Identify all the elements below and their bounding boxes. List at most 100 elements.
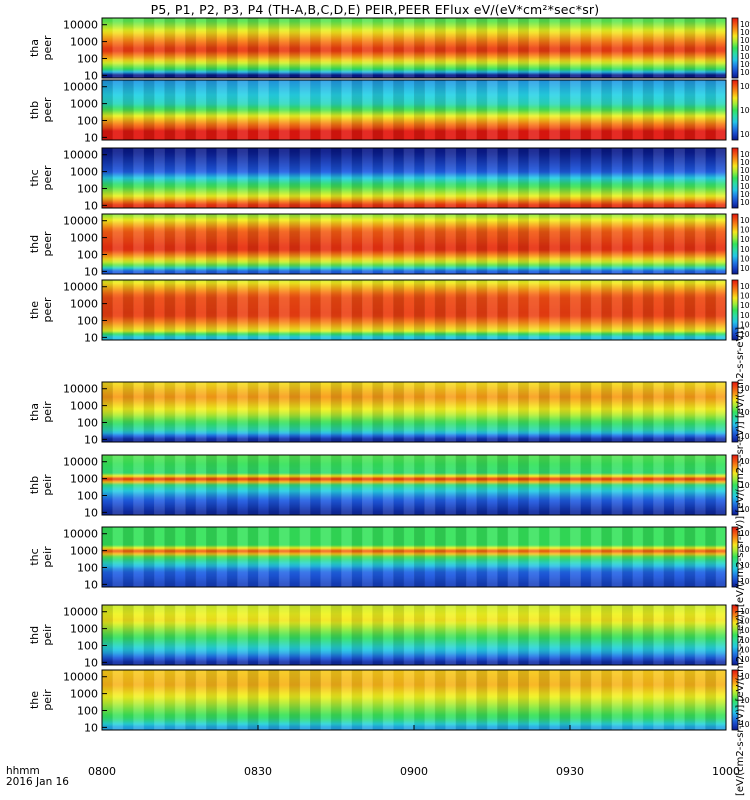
y-tick-label: 100 bbox=[77, 248, 98, 261]
colorbar-tick-label: 10⁷ bbox=[740, 36, 750, 45]
colorbar-tick-label: 10⁶ bbox=[740, 457, 750, 466]
x-tick-label: 0830 bbox=[244, 765, 272, 778]
colorbar-tick-label: 10⁶ bbox=[740, 174, 750, 183]
colorbar-tick-label: 10⁴ bbox=[740, 320, 750, 329]
colorbar bbox=[731, 604, 739, 666]
y-tick-label: 1000 bbox=[70, 545, 98, 558]
colorbar bbox=[731, 381, 739, 443]
x-tick-label: 1000 bbox=[712, 765, 740, 778]
colorbar-tick-label: 10³ bbox=[740, 645, 750, 654]
y-tick-label: 10 bbox=[84, 199, 98, 212]
panel-frame bbox=[101, 604, 727, 666]
colorbar-tick-label: 10⁴ bbox=[740, 408, 750, 417]
colorbar-tick-label: 10³ bbox=[740, 198, 750, 207]
panel-ylabel: tha bbox=[28, 403, 41, 421]
colorbar-tick-label: 10⁶ bbox=[740, 384, 750, 393]
spectrogram-the-peer bbox=[102, 280, 726, 340]
y-tick-label: 10000 bbox=[63, 281, 98, 294]
y-tick-label: 10 bbox=[84, 433, 98, 446]
y-tick-label: 100 bbox=[77, 114, 98, 127]
panel-ylabel: thb bbox=[28, 101, 41, 119]
y-tick-label: 1000 bbox=[70, 688, 98, 701]
colorbar bbox=[731, 669, 739, 731]
colorbar-tick-label: 10⁶ bbox=[740, 235, 750, 244]
y-tick-label: 100 bbox=[77, 416, 98, 429]
panel-ylabel: peir bbox=[41, 689, 54, 711]
panel-ylabel: peer bbox=[41, 35, 54, 61]
panel-ylabel: thd bbox=[28, 235, 41, 253]
panel-ylabel: thb bbox=[28, 476, 41, 494]
colorbar-tick-label: 10⁴ bbox=[740, 561, 750, 570]
colorbar-tick-label: 10⁴ bbox=[740, 636, 750, 645]
spectrogram-thd-peir bbox=[102, 605, 726, 665]
colorbar-tick-label: 10³ bbox=[740, 68, 750, 77]
colorbar-tick-label: 10⁴ bbox=[740, 106, 750, 115]
panel-frame bbox=[101, 17, 727, 79]
colorbar-tick-label: 10⁵ bbox=[740, 626, 750, 635]
y-tick-label: 100 bbox=[77, 182, 98, 195]
x-tick-label: 0930 bbox=[556, 765, 584, 778]
colorbar-tick-label: 10⁸ bbox=[740, 158, 750, 167]
colorbar-tick-label: 10⁷ bbox=[740, 607, 750, 616]
colorbar-tick-label: 10³ bbox=[740, 330, 750, 339]
colorbar-tick-label: 10² bbox=[740, 130, 750, 139]
colorbar-tick-label: 10⁶ bbox=[740, 301, 750, 310]
colorbar-tick-label: 10⁷ bbox=[740, 292, 750, 301]
colorbar-tick-label: 10⁷ bbox=[740, 226, 750, 235]
y-tick-label: 10 bbox=[84, 131, 98, 144]
colorbar bbox=[731, 279, 739, 341]
colorbar bbox=[731, 147, 739, 209]
spectrogram-tha-peer bbox=[102, 18, 726, 78]
colorbar-tick-label: 10³ bbox=[740, 264, 750, 273]
colorbar-tick-label: 10⁶ bbox=[740, 545, 750, 554]
y-tick-label: 10 bbox=[84, 265, 98, 278]
y-tick-label: 10000 bbox=[63, 149, 98, 162]
y-tick-label: 100 bbox=[77, 489, 98, 502]
colorbar-tick-label: 10⁹ bbox=[740, 20, 750, 29]
colorbar-tick-label: 10⁵ bbox=[740, 311, 750, 320]
y-tick-label: 1000 bbox=[70, 232, 98, 245]
y-tick-label: 1000 bbox=[70, 36, 98, 49]
colorbar-tick-label: 10⁴ bbox=[740, 60, 750, 69]
colorbar-tick-label: 10⁸ bbox=[740, 529, 750, 538]
panel-ylabel: peir bbox=[41, 474, 54, 496]
colorbar bbox=[731, 79, 739, 141]
y-tick-label: 10000 bbox=[63, 456, 98, 469]
x-axis-format-label: hhmm bbox=[6, 765, 40, 777]
y-tick-label: 10000 bbox=[63, 671, 98, 684]
colorbar-tick-label: 10² bbox=[740, 432, 750, 441]
colorbar-tick-label: 10⁸ bbox=[740, 28, 750, 37]
y-tick-label: 1000 bbox=[70, 473, 98, 486]
colorbar-tick-label: 10² bbox=[740, 655, 750, 664]
colorbar-tick-label: 10⁶ bbox=[740, 44, 750, 53]
y-tick-label: 10000 bbox=[63, 19, 98, 32]
spectrogram-thc-peer bbox=[102, 148, 726, 208]
y-tick-label: 1000 bbox=[70, 298, 98, 311]
colorbar bbox=[731, 213, 739, 275]
panel-ylabel: peer bbox=[41, 297, 54, 323]
y-tick-label: 100 bbox=[77, 704, 98, 717]
colorbar bbox=[731, 526, 739, 588]
colorbar-tick-label: 10⁶ bbox=[740, 82, 750, 91]
colorbar-tick-label: 10⁴ bbox=[740, 190, 750, 199]
colorbar-tick-label: 10⁷ bbox=[740, 166, 750, 175]
y-tick-label: 1000 bbox=[70, 623, 98, 636]
panel-ylabel: peer bbox=[41, 231, 54, 257]
panel-ylabel: peir bbox=[41, 546, 54, 568]
y-tick-label: 10000 bbox=[63, 81, 98, 94]
y-tick-label: 10 bbox=[84, 506, 98, 519]
colorbar-tick-label: 10⁸ bbox=[740, 216, 750, 225]
panel-frame bbox=[101, 381, 727, 443]
y-tick-label: 10 bbox=[84, 721, 98, 734]
panel-frame bbox=[101, 147, 727, 209]
colorbar-tick-label: 10⁶ bbox=[740, 617, 750, 626]
y-tick-label: 1000 bbox=[70, 400, 98, 413]
